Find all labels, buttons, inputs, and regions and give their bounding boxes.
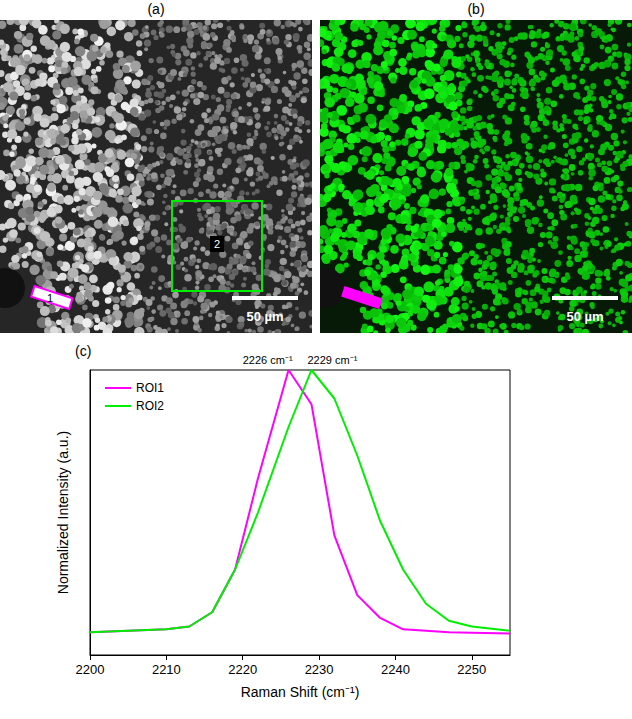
svg-text:50 µm: 50 µm: [566, 309, 603, 324]
svg-text:2200: 2200: [76, 662, 105, 677]
svg-text:(a): (a): [147, 1, 164, 17]
svg-text:ROI1: ROI1: [136, 381, 164, 395]
svg-text:2: 2: [214, 238, 220, 250]
svg-text:2220: 2220: [228, 662, 257, 677]
svg-text:Normalized Intensity (a.u.): Normalized Intensity (a.u.): [55, 431, 71, 594]
svg-text:Raman Shift (cm⁻¹): Raman Shift (cm⁻¹): [241, 684, 360, 700]
svg-text:1: 1: [47, 292, 53, 304]
svg-text:2226 cm⁻¹: 2226 cm⁻¹: [243, 354, 293, 366]
svg-text:ROI2: ROI2: [136, 399, 164, 413]
svg-text:(c): (c): [75, 343, 91, 359]
svg-text:2250: 2250: [457, 662, 486, 677]
svg-text:2240: 2240: [381, 662, 410, 677]
svg-text:2210: 2210: [152, 662, 181, 677]
svg-text:2229 cm⁻¹: 2229 cm⁻¹: [307, 354, 357, 366]
svg-text:(b): (b): [467, 1, 484, 17]
svg-text:50 µm: 50 µm: [246, 309, 283, 324]
svg-text:2230: 2230: [305, 662, 334, 677]
